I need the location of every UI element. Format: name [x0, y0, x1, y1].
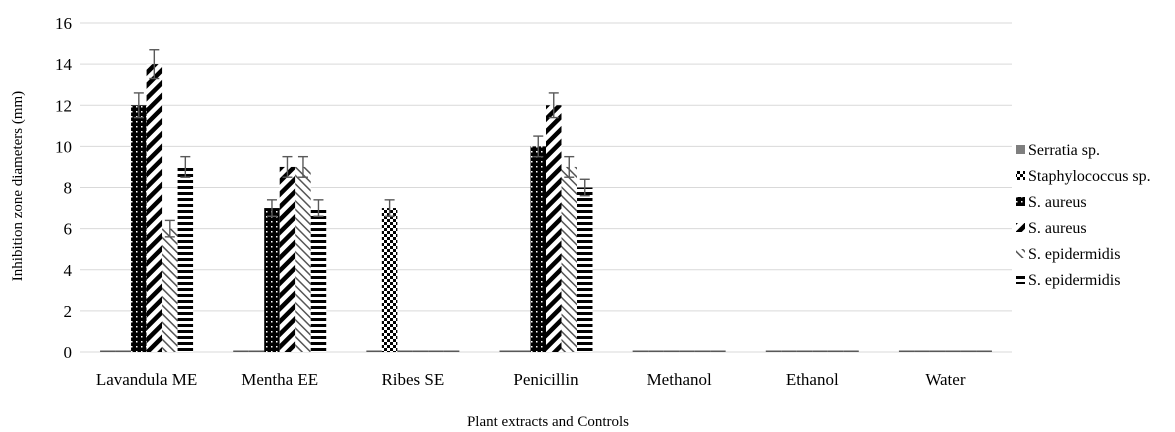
bar — [960, 350, 977, 352]
y-tick-label: 16 — [55, 14, 72, 33]
bar — [162, 228, 178, 352]
bar — [945, 350, 961, 352]
x-tick-label: Lavandula ME — [96, 370, 198, 389]
bar — [648, 350, 664, 352]
y-tick-label: 0 — [64, 343, 73, 362]
x-tick-labels: Lavandula ME Mentha EE Ribes SE Penicillin M… — [96, 370, 966, 389]
y-tick-labels: 0 2 4 6 8 10 12 14 16 — [55, 14, 73, 362]
bar — [146, 64, 163, 352]
bar — [115, 350, 132, 352]
x-tick-label: Ethanol — [786, 370, 839, 389]
bar — [827, 350, 844, 352]
bar — [781, 350, 797, 352]
bar — [177, 166, 194, 352]
legend-swatch — [1016, 223, 1025, 232]
bar — [310, 208, 327, 352]
bar — [295, 166, 311, 352]
bar — [397, 350, 413, 352]
legend-swatch — [1016, 275, 1025, 284]
legend: Serratia sp. Staphylococcus sp. S. aureus S… — [1016, 142, 1151, 289]
y-tick-label: 14 — [55, 55, 73, 74]
bar — [530, 146, 546, 352]
bar — [443, 350, 460, 352]
bar — [381, 208, 398, 352]
legend-label: Serratia sp. — [1028, 142, 1100, 159]
y-tick-label: 6 — [64, 220, 73, 239]
bar — [366, 350, 382, 352]
legend-swatch — [1016, 249, 1025, 258]
bar — [663, 350, 680, 352]
bar — [812, 350, 828, 352]
bar — [843, 350, 859, 352]
bar — [428, 350, 444, 352]
bar — [796, 350, 813, 352]
bar — [632, 350, 649, 352]
legend-label: S. epidermidis — [1028, 272, 1120, 289]
bar — [233, 350, 249, 352]
bar — [577, 187, 593, 352]
x-axis-title: Plant extracts and Controls — [467, 414, 629, 430]
x-tick-label: Methanol — [647, 370, 712, 389]
bar — [412, 350, 429, 352]
bar — [561, 166, 577, 352]
legend-swatch — [1016, 145, 1025, 154]
bar — [248, 350, 265, 352]
bar — [929, 350, 946, 352]
legend-swatch — [1016, 197, 1025, 206]
y-tick-label: 8 — [64, 179, 73, 198]
bar — [694, 350, 711, 352]
y-tick-label: 4 — [64, 261, 73, 280]
x-tick-label: Penicillin — [513, 370, 579, 389]
y-tick-label: 2 — [64, 302, 73, 321]
y-axis-title: Inhibition zone diameters (mm) — [10, 91, 26, 281]
bar — [976, 350, 992, 352]
x-tick-label: Ribes SE — [381, 370, 444, 389]
bar — [765, 350, 782, 352]
legend-swatch — [1016, 171, 1025, 180]
bar — [914, 350, 930, 352]
bar — [546, 105, 562, 352]
legend-label: Staphylococcus sp. — [1028, 168, 1151, 185]
bar — [710, 350, 726, 352]
bar — [499, 350, 515, 352]
legend-label: S. aureus — [1028, 220, 1087, 237]
bar — [515, 350, 531, 352]
bar — [100, 350, 116, 352]
bar — [679, 350, 695, 352]
bar — [898, 350, 915, 352]
legend-label: S. aureus — [1028, 194, 1087, 211]
x-tick-label: Mentha EE — [241, 370, 318, 389]
bars-layer — [100, 64, 992, 352]
bar — [264, 208, 280, 352]
legend-label: S. epidermidis — [1028, 246, 1120, 263]
y-tick-label: 12 — [55, 96, 72, 115]
error-bars-layer — [133, 49, 590, 238]
y-tick-label: 10 — [55, 137, 72, 156]
x-tick-label: Water — [925, 370, 965, 389]
bar — [131, 105, 147, 352]
bar — [279, 166, 296, 352]
